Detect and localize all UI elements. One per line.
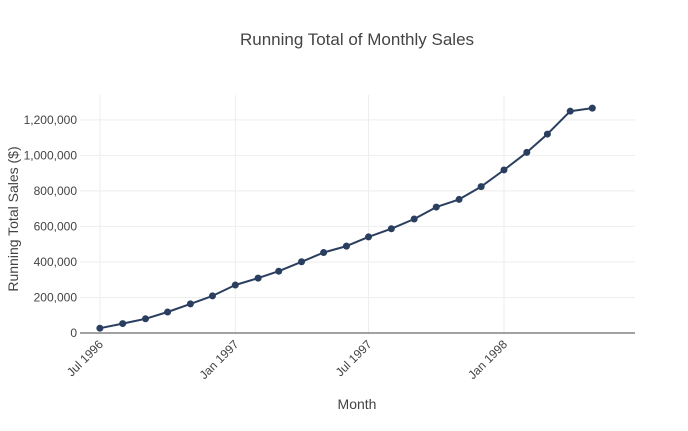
data-point[interactable] [298, 258, 306, 266]
x-tick-label: Jan 1998 [465, 337, 510, 382]
chart-title: Running Total of Monthly Sales [240, 30, 474, 49]
y-tick-label: 400,000 [34, 255, 78, 269]
data-point[interactable] [410, 215, 418, 223]
data-point[interactable] [186, 300, 194, 308]
series [96, 104, 596, 332]
data-point[interactable] [96, 324, 104, 332]
data-point[interactable] [432, 203, 440, 211]
data-point[interactable] [142, 315, 150, 323]
data-point[interactable] [500, 166, 508, 174]
y-tick-label: 1,000,000 [24, 148, 78, 162]
x-axis-title: Month [338, 396, 377, 412]
data-point[interactable] [543, 130, 551, 138]
data-point[interactable] [164, 308, 172, 316]
data-point[interactable] [588, 104, 596, 112]
data-point[interactable] [119, 320, 127, 328]
data-point[interactable] [523, 148, 531, 156]
data-point[interactable] [387, 225, 395, 233]
y-tick-label: 200,000 [34, 290, 78, 304]
data-point[interactable] [365, 233, 373, 241]
y-axis-title: Running Total Sales ($) [5, 146, 21, 291]
y-tick-label: 0 [70, 326, 77, 340]
x-tick-label: Jul 1996 [64, 337, 106, 379]
series-line [99, 107, 593, 330]
data-point[interactable] [342, 242, 350, 250]
y-tick-label: 800,000 [34, 184, 78, 198]
data-point[interactable] [231, 281, 239, 289]
x-tick-label: Jan 1997 [197, 337, 242, 382]
data-point[interactable] [275, 267, 283, 275]
data-point[interactable] [566, 107, 574, 115]
x-axis-ticks: Jul 1996 Jan 1997 Jul 1997 Jan 1998 [64, 337, 510, 382]
y-tick-label: 1,200,000 [24, 113, 78, 127]
data-point[interactable] [208, 292, 216, 300]
data-point[interactable] [320, 249, 328, 257]
x-tick-label: Jul 1997 [333, 337, 375, 379]
grid [80, 95, 635, 333]
y-tick-label: 600,000 [34, 219, 78, 233]
y-axis-ticks: 0 200,000 400,000 600,000 800,000 1,000,000 1,… [24, 113, 78, 340]
data-point[interactable] [254, 274, 262, 282]
data-point[interactable] [477, 183, 485, 191]
data-point[interactable] [455, 195, 463, 203]
